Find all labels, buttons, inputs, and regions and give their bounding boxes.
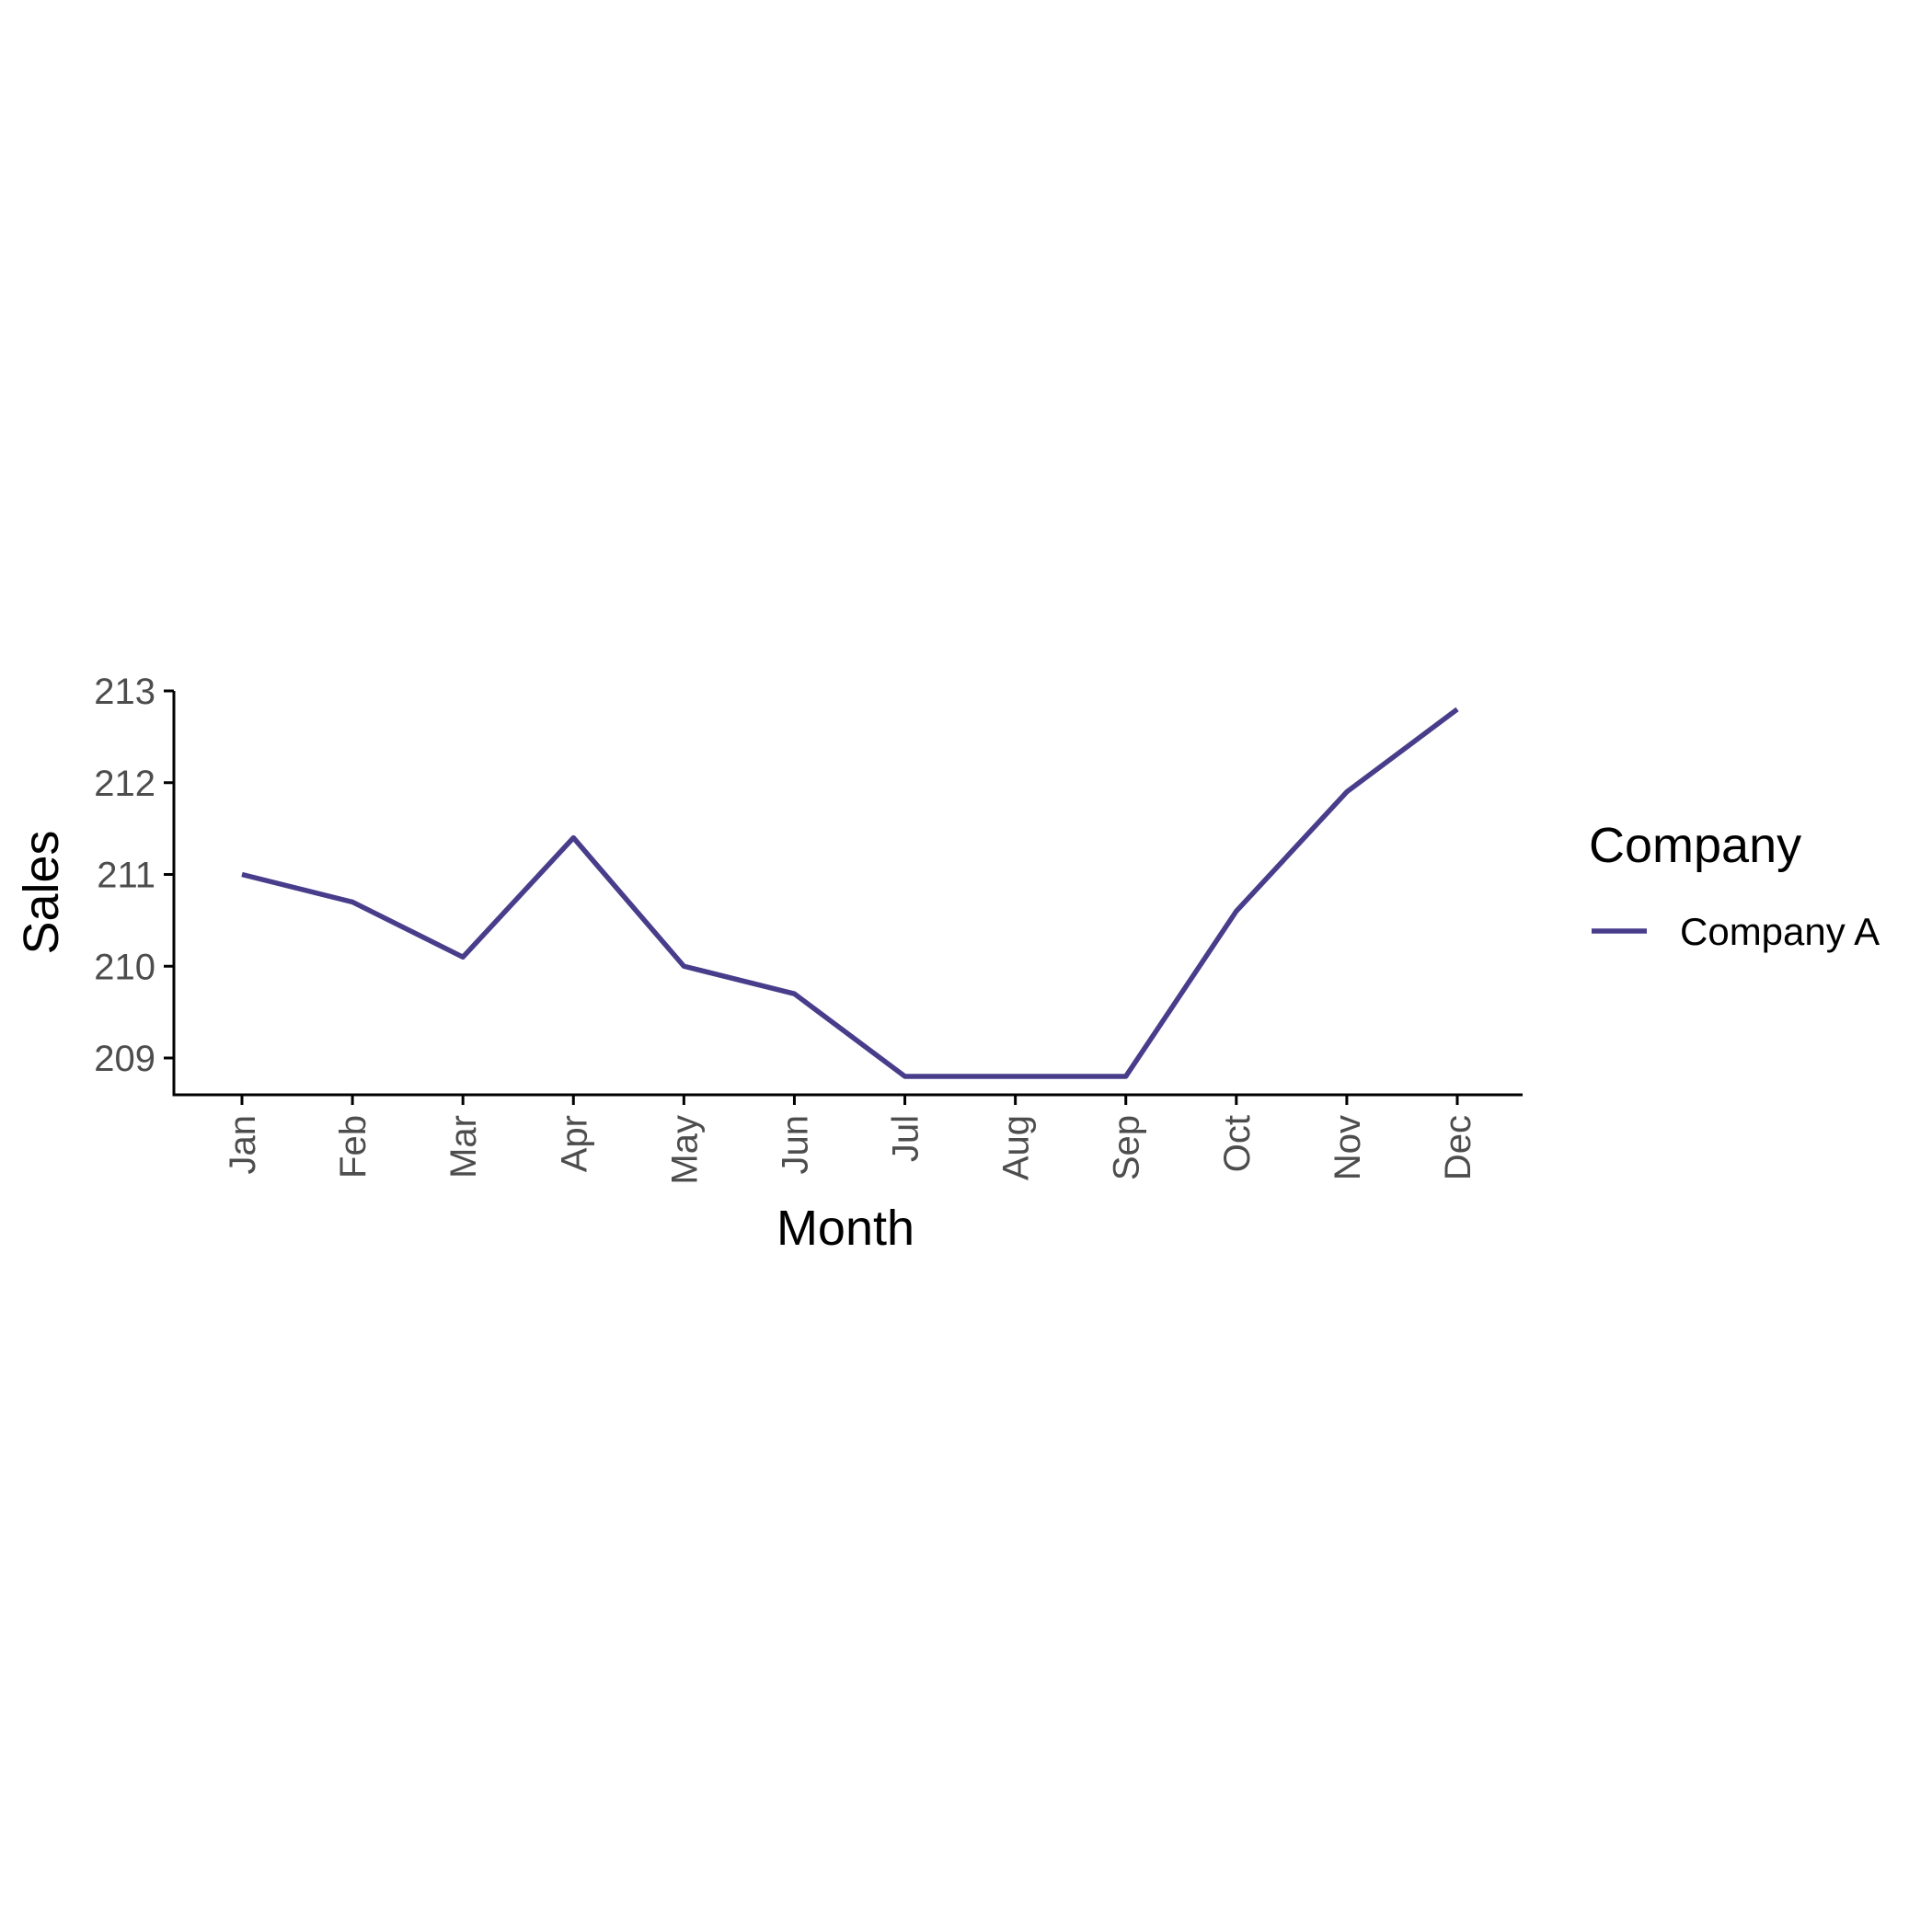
x-tick-label: Jun: [775, 1115, 815, 1175]
x-tick-label: Nov: [1328, 1115, 1368, 1180]
y-axis-title: Sales: [14, 830, 69, 954]
x-tick-label: Jul: [886, 1115, 926, 1162]
plot-area: 209 210 211 212 213 Jan Feb Mar Apr May Jun Jul Aug…: [94, 672, 1523, 1185]
series-layer: [241, 707, 1459, 1079]
legend-title: Company: [1589, 818, 1801, 873]
series-line: [241, 707, 1459, 1079]
x-tick-label: Apr: [554, 1115, 594, 1172]
y-tick-label: 212: [94, 764, 155, 804]
y-tick-label: 210: [94, 947, 155, 987]
x-tick-label: Dec: [1438, 1115, 1478, 1180]
x-tick-label: Aug: [996, 1115, 1037, 1180]
x-axis-ticks: Jan Feb Mar Apr May Jun Jul Aug Sep Oct Nov Dec: [223, 1095, 1478, 1185]
y-tick-label: 213: [94, 672, 155, 712]
y-axis-ticks: 209 210 211 212 213: [94, 672, 174, 1079]
x-tick-label: Feb: [333, 1115, 374, 1179]
y-tick-label: 209: [94, 1039, 155, 1079]
x-tick-label: Mar: [443, 1115, 484, 1179]
x-axis-title: Month: [776, 1201, 914, 1256]
x-tick-label: Sep: [1107, 1115, 1147, 1180]
x-tick-label: May: [664, 1115, 705, 1185]
x-tick-label: Oct: [1217, 1115, 1258, 1172]
x-tick-label: Jan: [223, 1115, 263, 1175]
legend-items: Company A: [1592, 910, 1880, 953]
legend-label: Company A: [1680, 910, 1880, 953]
y-tick-label: 211: [97, 856, 155, 896]
legend: Company Company A: [1589, 818, 1880, 953]
